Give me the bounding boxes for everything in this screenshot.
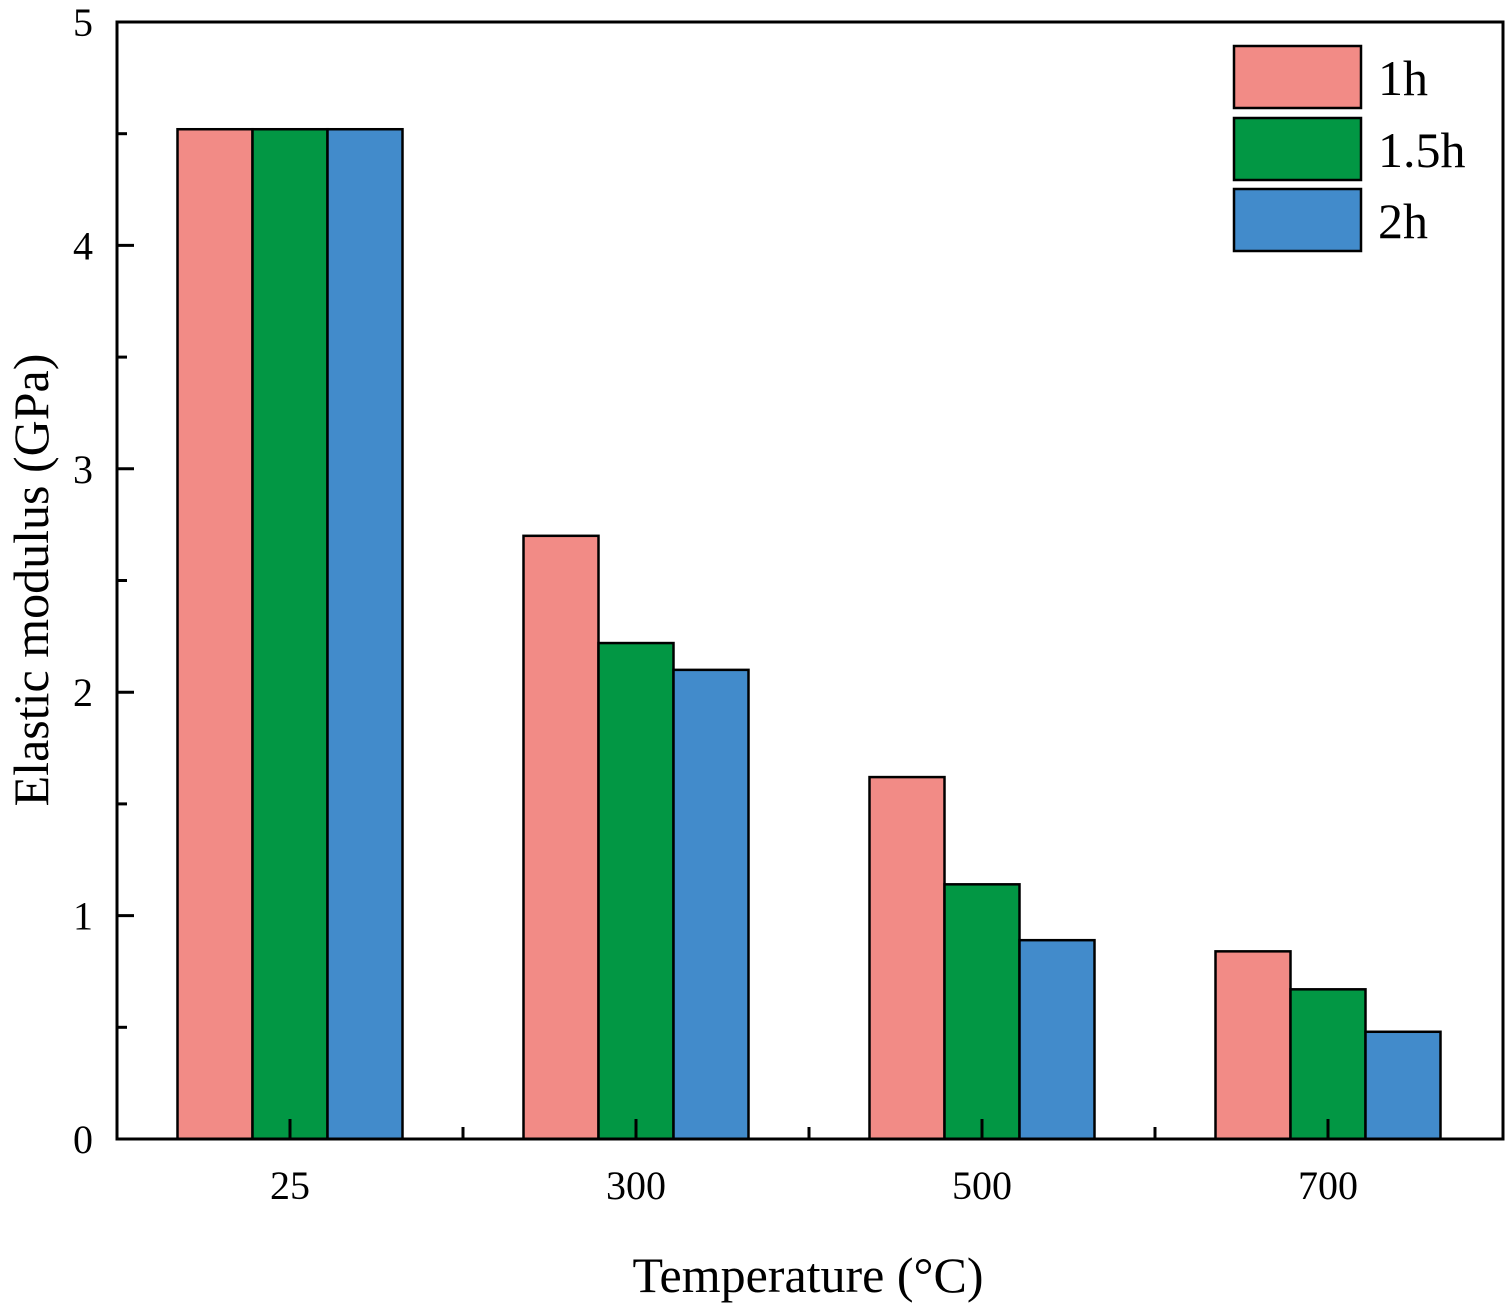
- y-tick-label: 3: [73, 447, 93, 492]
- bar-2h-700: [1364, 1030, 1442, 1141]
- y-tick-label: 4: [73, 223, 93, 268]
- ticks-layer: [117, 20, 1330, 1141]
- x-tick-label: 300: [606, 1163, 666, 1208]
- y-tick-label: 2: [73, 670, 93, 715]
- bar-1h-25: [176, 127, 254, 1141]
- bar-1.5h-25: [251, 127, 329, 1141]
- bar-1h-300: [522, 534, 600, 1141]
- y-tick-label: 1: [73, 894, 93, 939]
- y-tick-label: 0: [73, 1117, 93, 1162]
- bar-2h-300: [672, 668, 750, 1141]
- y-axis-title: Elastic modulus (GPa): [3, 354, 59, 807]
- bar-1.5h-500: [943, 883, 1021, 1141]
- bar-1.5h-700: [1289, 988, 1367, 1141]
- legend-label-1.5h: 1.5h: [1378, 122, 1466, 178]
- legend: 1h 1.5h 2h: [1232, 44, 1466, 253]
- bar-2h-25: [326, 127, 404, 1141]
- bar-1h-700: [1214, 950, 1292, 1141]
- bars-layer: [176, 127, 1442, 1141]
- y-tick-label: 5: [73, 0, 93, 45]
- bar-1.5h-300: [597, 641, 675, 1141]
- x-tick-label: 500: [952, 1163, 1012, 1208]
- legend-swatch-1.5h: [1232, 116, 1363, 182]
- legend-swatch-2h: [1232, 187, 1363, 253]
- tick-labels-layer: 0 1 2 3 4 5 25 300 500 700: [73, 0, 1358, 1208]
- legend-label-2h: 2h: [1378, 193, 1428, 249]
- x-axis-title: Temperature (°C): [632, 1247, 983, 1303]
- legend-swatch-1h: [1232, 44, 1363, 110]
- bar-1h-500: [868, 775, 946, 1141]
- x-tick-label: 25: [270, 1163, 310, 1208]
- x-tick-label: 700: [1298, 1163, 1358, 1208]
- legend-label-1h: 1h: [1378, 50, 1428, 106]
- bar-2h-500: [1018, 938, 1096, 1141]
